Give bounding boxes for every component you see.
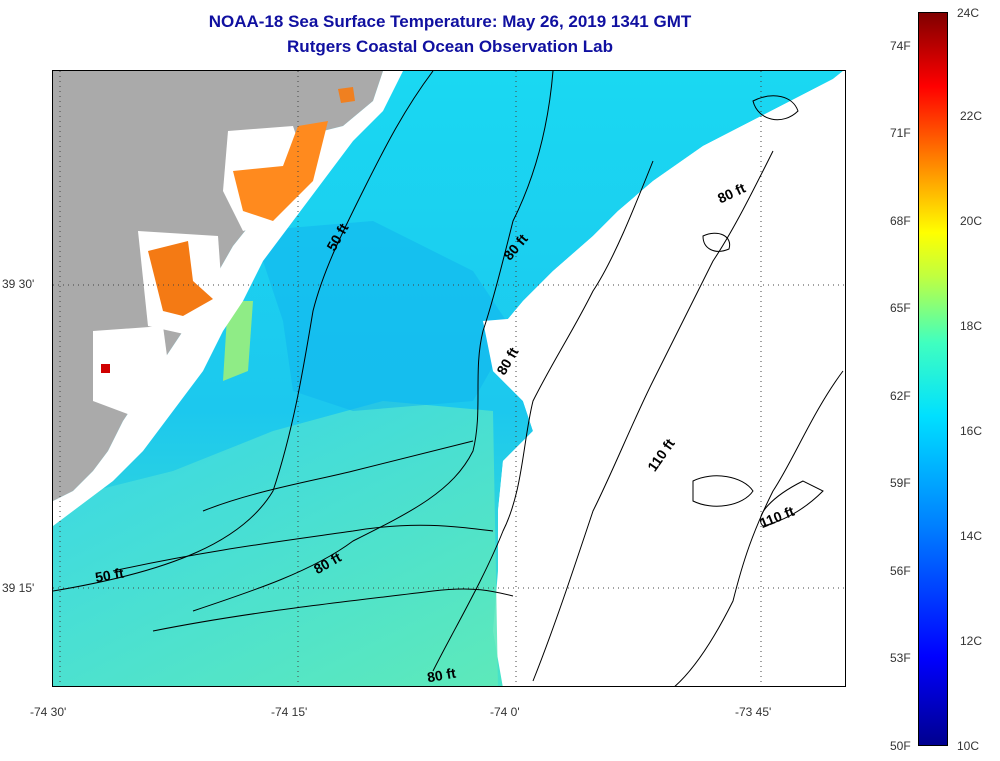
bay-white-3 [93,326,173,416]
map-subtitle: Rutgers Coastal Ocean Observation Lab [287,37,613,56]
hot-pixel [101,364,110,373]
colorbar-fahrenheit-label: 59F [890,476,911,490]
sst-blue-core [253,221,513,411]
warm-bay-1 [233,121,328,221]
colorbar-celsius-label: 12C [960,634,983,648]
colorbar-celsius-label: 22C [960,109,983,123]
colorbar-celsius-label: 10C [957,739,980,753]
colorbar-fahrenheit-label: 74F [890,39,911,53]
colorbar-fahrenheit-label: 56F [890,564,911,578]
lat-tick-label: 39 15' [2,581,35,595]
cloud-patch [483,316,588,376]
cloud-mask [493,71,845,686]
colorbar-fahrenheit-label: 53F [890,651,911,665]
colorbar-fahrenheit-label: 68F [890,214,911,228]
lon-tick-label: -74 30' [30,705,67,719]
colorbar-fahrenheit-label: 62F [890,389,911,403]
lon-tick-label: -73 45' [735,705,772,719]
bathymetry-contours [53,71,844,686]
colorbar-celsius-label: 20C [960,214,983,228]
temperature-colorbar [918,12,948,746]
colorbar-celsius-label: 18C [960,319,983,333]
colorbar-fahrenheit-label: 71F [890,126,911,140]
lon-tick-label: -74 0' [490,705,520,719]
map-title: NOAA-18 Sea Surface Temperature: May 26,… [208,12,692,31]
sst-south-warm [53,401,498,686]
colorbar-celsius-label: 24C [957,6,980,20]
colorbar-celsius-label: 16C [960,424,983,438]
sst-map-svg [53,71,845,686]
lat-tick-label: 39 30' [2,277,35,291]
sst-green-strip [223,301,253,381]
warm-bay-2 [148,241,213,316]
warm-bay-3 [338,87,355,103]
sst-map: 50 ft 50 ft 80 ft 80 ft 80 ft 80 ft 80 f… [52,70,846,687]
colorbar-fahrenheit-label: 50F [890,739,911,753]
colorbar-celsius-label: 14C [960,529,983,543]
lon-tick-label: -74 15' [271,705,308,719]
colorbar-fahrenheit-label: 65F [890,301,911,315]
